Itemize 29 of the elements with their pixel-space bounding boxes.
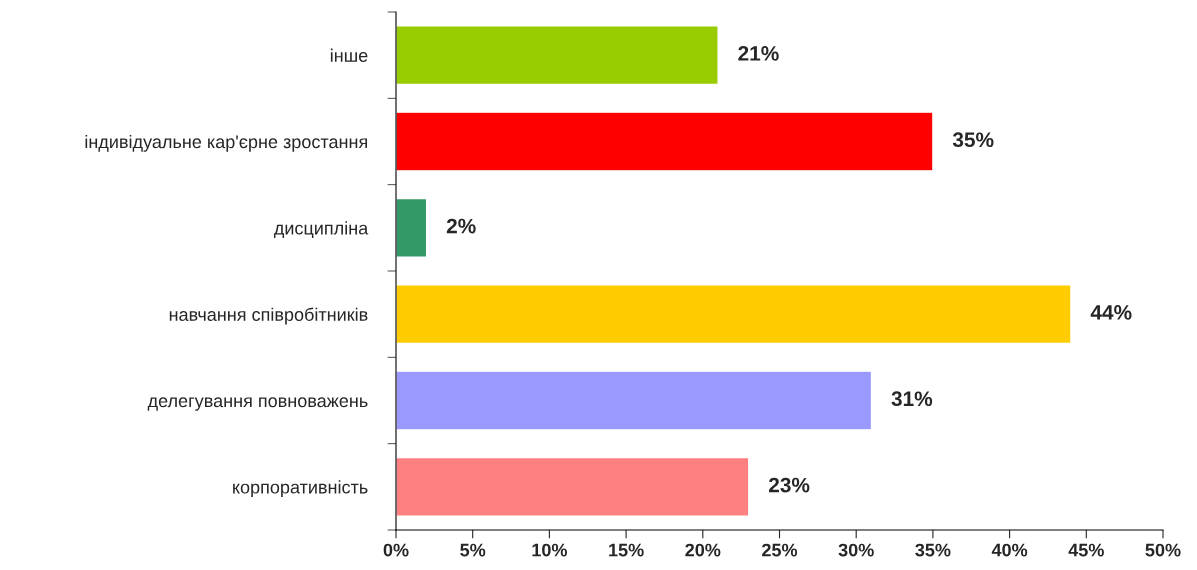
data-label: 23% — [768, 477, 810, 493]
x-tick-label: 35% — [915, 543, 951, 557]
data-label: 21% — [738, 46, 779, 61]
data-label: 31% — [891, 391, 933, 407]
y-tick-label: інше — [330, 48, 368, 62]
data-label: 44% — [1090, 305, 1132, 320]
y-tick-label: делегування повноважень — [147, 397, 368, 411]
y-tick-label: дисципліна — [273, 221, 369, 238]
x-tick-label: 0% — [383, 543, 409, 557]
x-tick-label: 30% — [838, 543, 874, 557]
x-tick-label: 50% — [1145, 543, 1181, 557]
bar — [396, 370, 873, 431]
data-label: 35% — [952, 132, 994, 148]
bar — [396, 197, 428, 258]
x-tick-label: 15% — [609, 543, 644, 557]
x-tick-label: 40% — [991, 543, 1028, 557]
data-label: 2% — [446, 218, 476, 234]
bar — [396, 25, 719, 86]
x-tick-label: 5% — [460, 543, 486, 557]
bar — [396, 456, 750, 517]
x-tick-label: 10% — [532, 543, 567, 557]
y-tick-label: навчання співробітників — [169, 307, 368, 325]
y-tick-label: корпоративність — [233, 480, 368, 498]
y-tick-label: індивідуальне кар'єрне зростання — [85, 134, 367, 152]
x-tick-label: 20% — [685, 543, 721, 557]
bar — [396, 111, 934, 172]
x-tick-label: 25% — [762, 543, 798, 557]
bar — [396, 284, 1072, 345]
x-tick-label: 45% — [1068, 543, 1104, 557]
